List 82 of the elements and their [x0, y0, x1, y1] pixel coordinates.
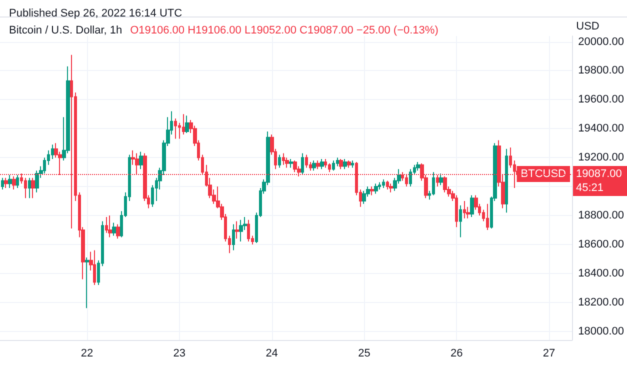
- candlestick: [389, 183, 393, 193]
- candlestick: [439, 173, 443, 186]
- candlestick: [185, 115, 189, 134]
- candlestick: [305, 154, 308, 168]
- candlestick: [463, 200, 466, 219]
- x-tick-label: 23: [173, 348, 186, 360]
- candlestick: [108, 215, 112, 238]
- candlestick: [432, 172, 435, 196]
- candlestick: [374, 183, 378, 194]
- candlestick: [31, 177, 35, 199]
- ref-line-label: BTCUSD: [520, 168, 566, 180]
- x-tick-label: 26: [450, 348, 463, 360]
- candlestick: [293, 160, 297, 173]
- candlestick: [386, 180, 389, 190]
- y-tick-label: 19400.00: [578, 122, 624, 135]
- candlestick: [247, 219, 250, 242]
- y-tick-label: 19800.00: [578, 64, 624, 77]
- candlestick: [436, 174, 439, 188]
- candlestick: [1, 177, 4, 190]
- candlestick: [301, 152, 304, 176]
- candlestick: [316, 160, 320, 170]
- y-axis-title: USD: [576, 20, 600, 32]
- candlestick: [285, 157, 289, 168]
- candlestick: [455, 194, 458, 228]
- y-tick-label: 18800.00: [578, 210, 624, 222]
- candlestick: [28, 177, 31, 199]
- candlestick: [486, 203, 489, 230]
- candlestick: [351, 160, 354, 168]
- candlestick: [182, 114, 185, 135]
- candlestick: [328, 162, 331, 173]
- candlestick: [343, 158, 347, 170]
- candlestick: [4, 177, 8, 188]
- candlestick: [235, 220, 239, 240]
- candlestick: [24, 177, 27, 199]
- candlestick: [459, 204, 462, 238]
- y-tick-label: 18200.00: [578, 296, 624, 308]
- candlestick: [278, 154, 281, 168]
- candlestick: [12, 176, 16, 190]
- candlestick: [16, 174, 19, 188]
- candlestick: [347, 160, 351, 168]
- candlestick: [320, 158, 324, 170]
- candlestick: [8, 174, 12, 188]
- candlestick: [382, 178, 385, 188]
- x-tick-label: 24: [266, 348, 278, 360]
- y-tick-label: 19600.00: [578, 94, 624, 106]
- candlestick: [312, 160, 316, 172]
- y-tick-label: 18000.00: [578, 325, 624, 338]
- text: 45:21: [576, 182, 604, 194]
- candlestick: [289, 158, 293, 168]
- x-tick-label: 27: [542, 348, 556, 360]
- candlestick: [339, 158, 343, 170]
- candlestick: [93, 250, 96, 286]
- candlestick: [470, 194, 474, 218]
- candlestick: [112, 222, 116, 236]
- candlestick: [239, 219, 243, 242]
- candlestick: [35, 170, 39, 193]
- y-tick-label: 19200.00: [578, 152, 624, 164]
- candlestick: [85, 256, 89, 309]
- candlestick: [105, 216, 108, 234]
- candlestick: [370, 186, 374, 196]
- candlestick: [416, 161, 420, 172]
- candlestick: [409, 168, 412, 188]
- chart-title: Bitcoin / U.S. Dollar, 1h: [9, 24, 122, 36]
- text: Published Sep 26, 2022 16:14 UTC: [9, 8, 182, 20]
- x-tick-label: 22: [80, 348, 94, 360]
- text: 19087.00: [576, 168, 622, 180]
- y-tick-label: 20000.00: [578, 36, 624, 48]
- candlestick: [139, 151, 143, 170]
- candlestick: [378, 182, 381, 190]
- candlestick: [336, 157, 339, 167]
- y-tick-label: 18600.00: [578, 238, 624, 250]
- chart-subtitle: O19106.00 H19106.00 L19052.00 C19087.00 −25.00 (−0.13%): [130, 24, 438, 36]
- candlestick: [232, 224, 235, 251]
- x-tick-label: 25: [358, 348, 370, 360]
- candlestick: [324, 158, 327, 168]
- candlestick: [505, 148, 508, 214]
- candlestick: [362, 190, 366, 204]
- candlestick: [282, 152, 285, 166]
- candlestick: [116, 224, 120, 240]
- candlestick: [174, 118, 177, 140]
- candlestick: [332, 160, 335, 172]
- y-tick-label: 18400.00: [578, 267, 624, 280]
